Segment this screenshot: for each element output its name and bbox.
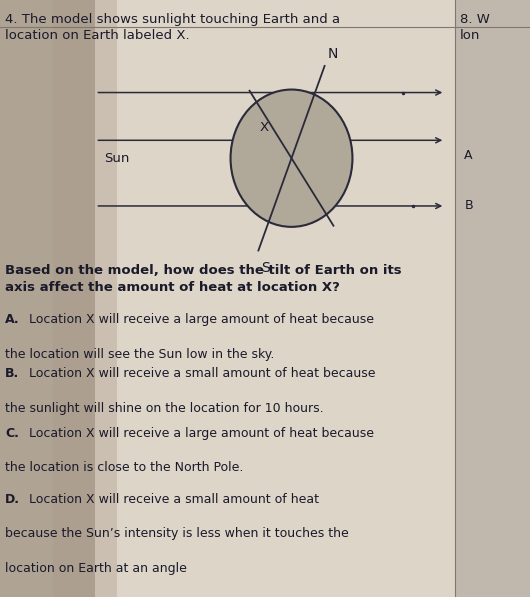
Bar: [0, 0, 95, 597]
Text: the sunlight will shine on the location for 10 hours.: the sunlight will shine on the location …: [5, 402, 324, 415]
Text: B: B: [464, 199, 473, 213]
Text: because the Sun’s intensity is less when it touches the: because the Sun’s intensity is less when…: [5, 527, 349, 540]
Text: C.: C.: [5, 427, 19, 440]
Text: Location X will receive a small amount of heat because: Location X will receive a small amount o…: [29, 367, 376, 380]
Text: Location X will receive a small amount of heat: Location X will receive a small amount o…: [29, 493, 319, 506]
Text: X: X: [260, 121, 269, 134]
Text: the location is close to the North Pole.: the location is close to the North Pole.: [5, 461, 244, 475]
Text: location on Earth labeled X.: location on Earth labeled X.: [5, 29, 190, 42]
Text: Location X will receive a large amount of heat because: Location X will receive a large amount o…: [29, 313, 374, 327]
Text: Location X will receive a large amount of heat because: Location X will receive a large amount o…: [29, 427, 374, 440]
Circle shape: [231, 90, 352, 227]
Text: the location will see the Sun low in the sky.: the location will see the Sun low in the…: [5, 348, 275, 361]
Text: location on Earth at an angle: location on Earth at an angle: [5, 562, 187, 575]
Bar: [53, 0, 117, 597]
Text: B.: B.: [5, 367, 20, 380]
Text: 8. W: 8. W: [460, 13, 490, 26]
Text: N: N: [327, 47, 338, 61]
Text: S: S: [261, 261, 270, 275]
Text: Based on the model, how does the tilt of Earth on its
axis affect the amount of : Based on the model, how does the tilt of…: [5, 264, 402, 294]
Bar: [455, 0, 530, 597]
Text: 4. The model shows sunlight touching Earth and a: 4. The model shows sunlight touching Ear…: [5, 13, 340, 26]
Text: A: A: [464, 149, 473, 162]
Text: Sun: Sun: [104, 152, 129, 165]
Text: D.: D.: [5, 493, 20, 506]
Text: A.: A.: [5, 313, 20, 327]
Text: lon: lon: [460, 29, 480, 42]
